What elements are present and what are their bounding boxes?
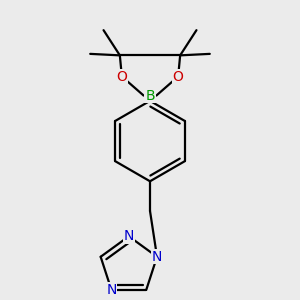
Text: O: O — [116, 70, 127, 83]
Text: N: N — [124, 229, 134, 243]
Text: N: N — [152, 250, 162, 264]
Text: O: O — [173, 70, 184, 83]
Text: B: B — [145, 88, 155, 103]
Text: N: N — [106, 283, 117, 297]
